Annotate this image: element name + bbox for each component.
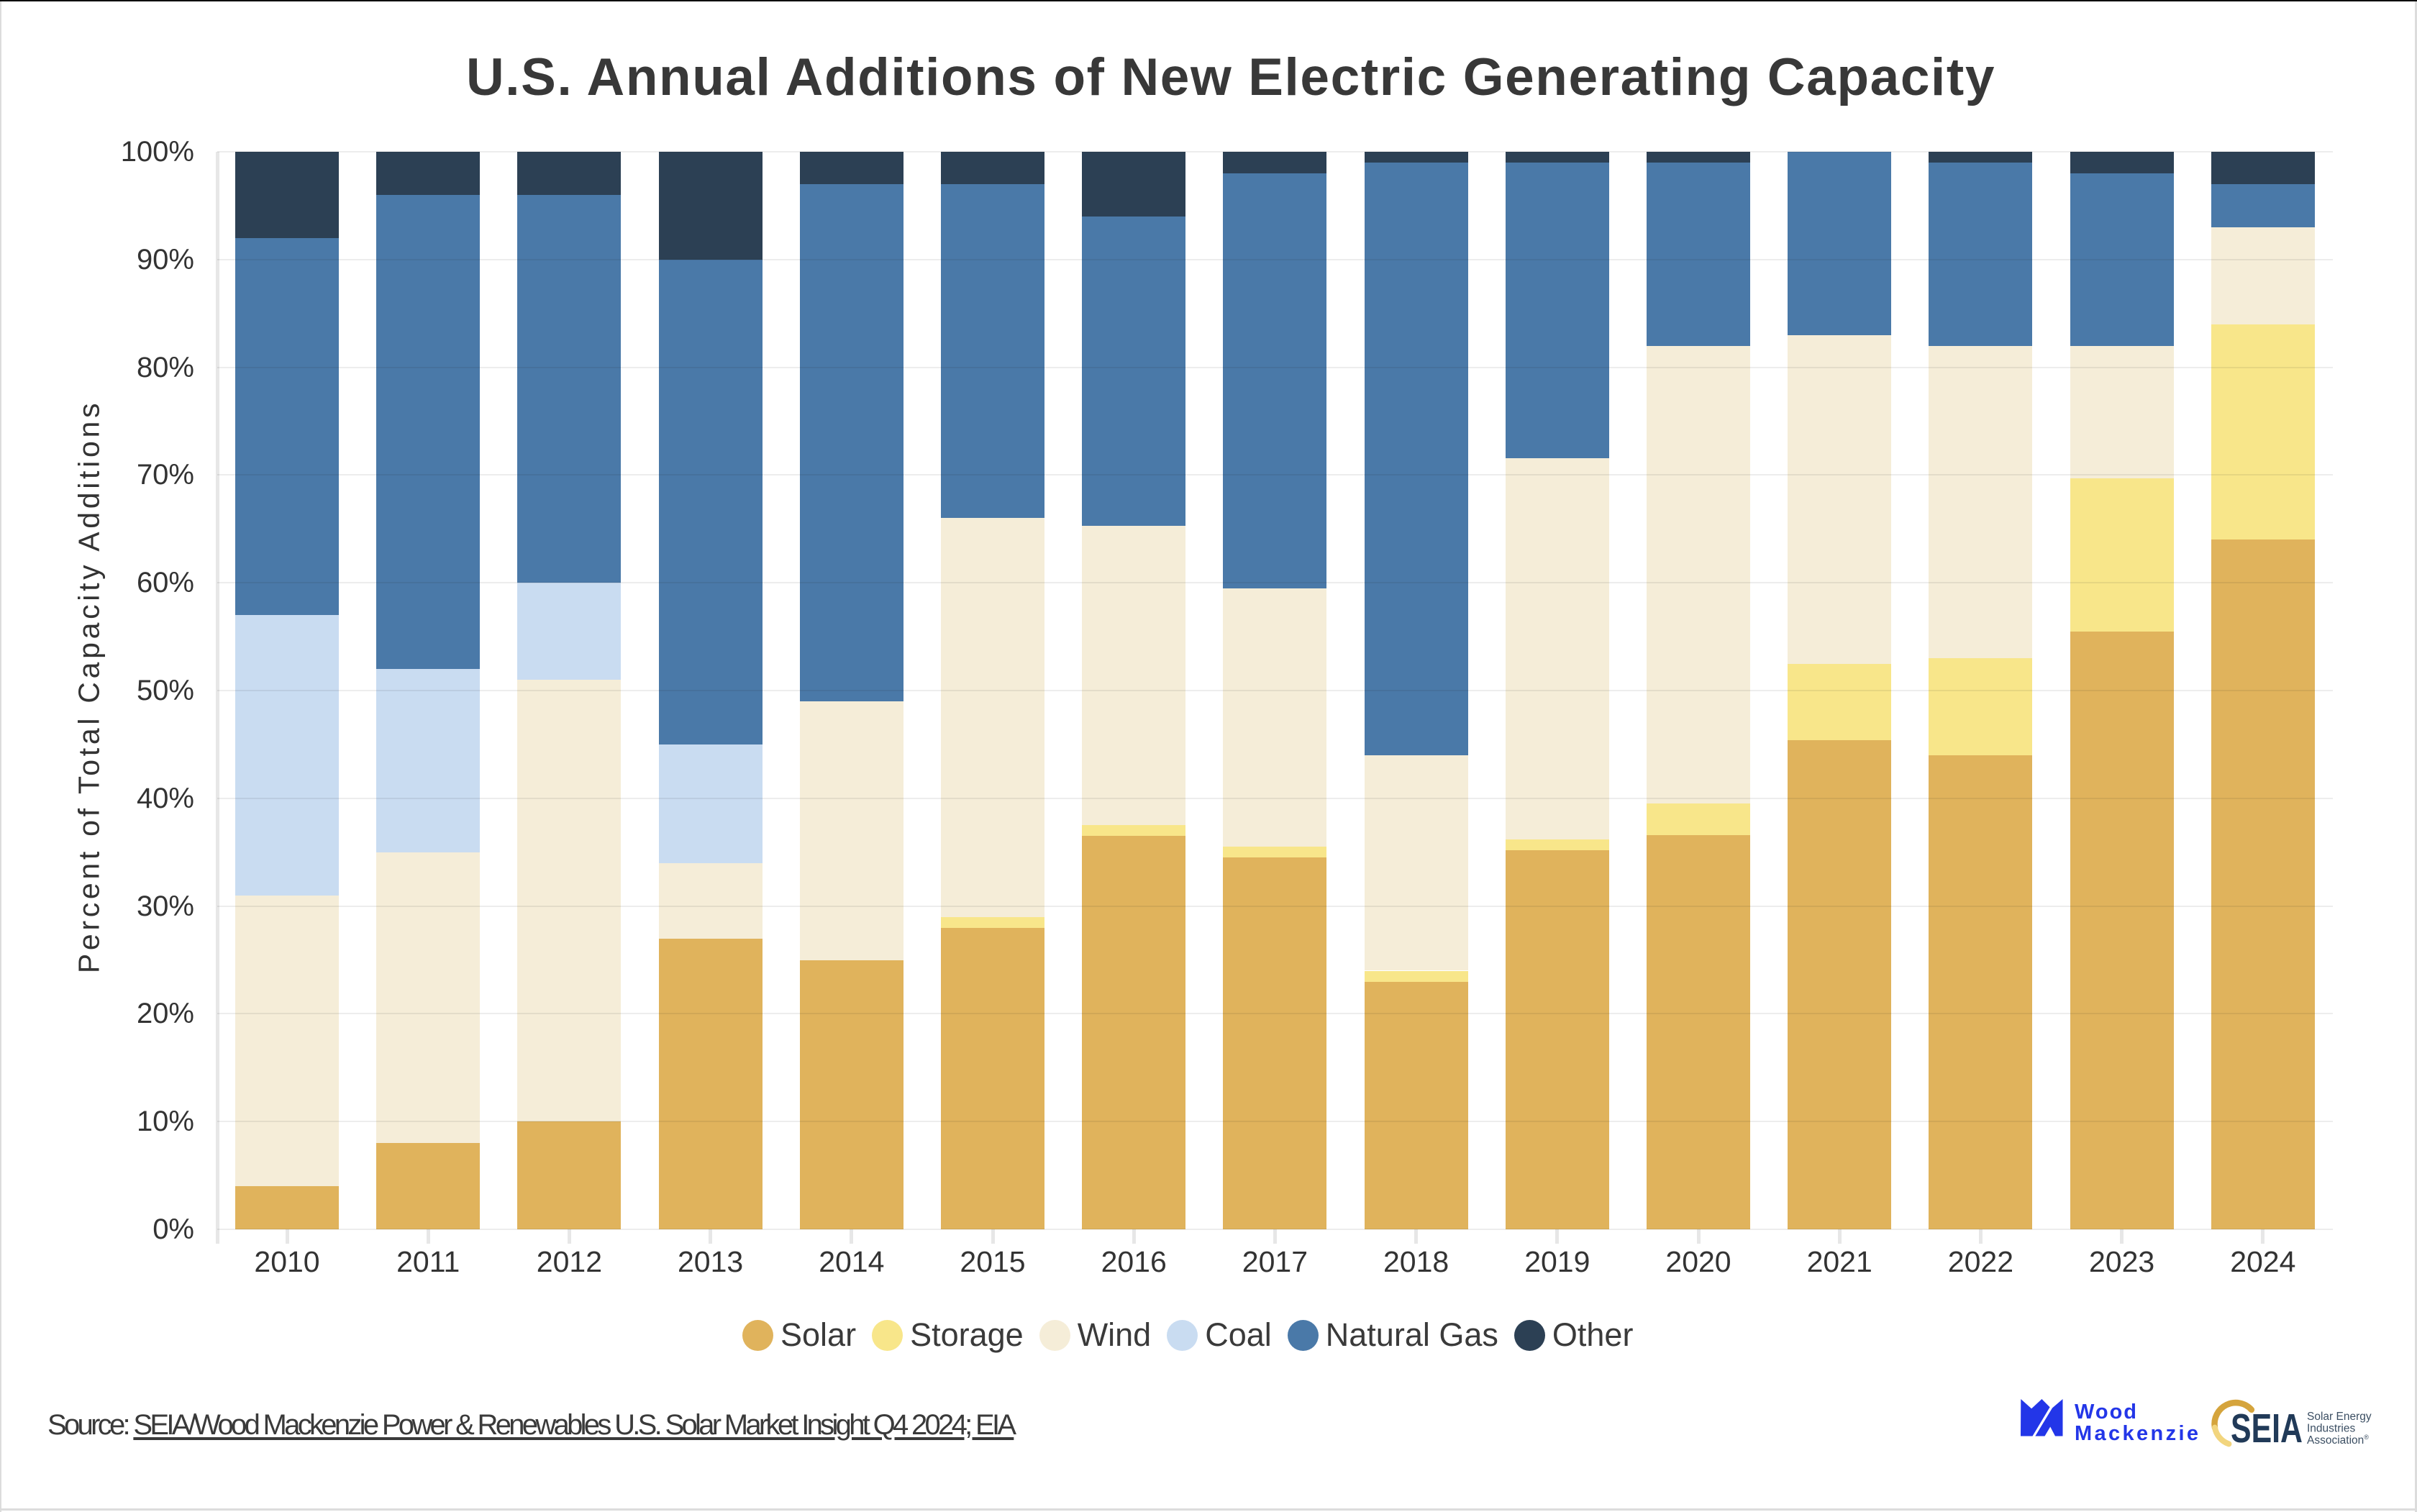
svg-text:Industries: Industries — [2307, 1423, 2355, 1435]
svg-text:Mackenzie: Mackenzie — [2075, 1422, 2198, 1444]
svg-text:SEIA: SEIA — [2231, 1406, 2303, 1452]
svg-text:Solar Energy: Solar Energy — [2307, 1411, 2372, 1423]
svg-text:Wood: Wood — [2075, 1401, 2136, 1424]
svg-text:Association®: Association® — [2307, 1434, 2369, 1447]
